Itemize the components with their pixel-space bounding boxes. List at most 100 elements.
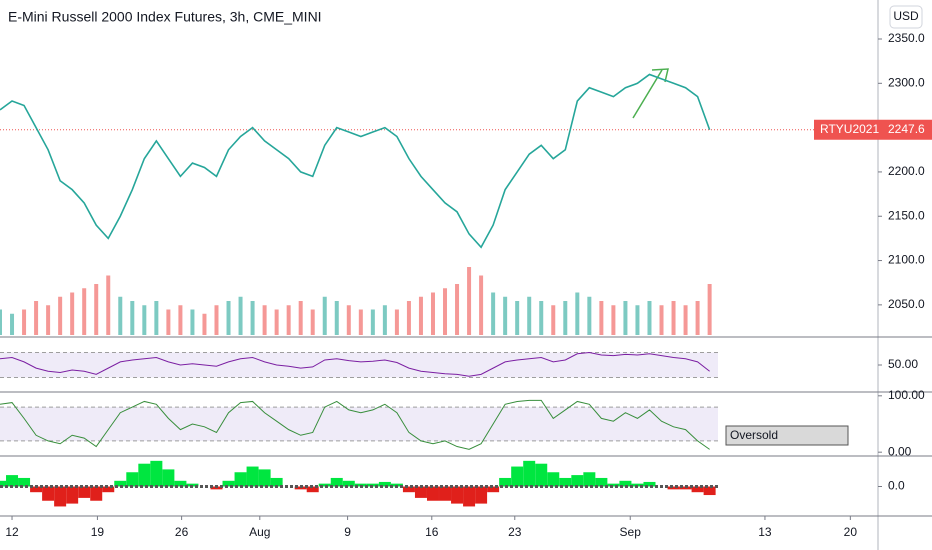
volume-bar [94, 284, 99, 335]
momentum-bar [439, 486, 452, 501]
symbol-label: RTYU2021 [820, 122, 879, 136]
volume-bar [683, 305, 688, 335]
x-tick-label: 9 [344, 525, 351, 539]
y-tick-label: 0.0 [888, 479, 905, 493]
y-tick-label: 50.00 [888, 357, 918, 371]
volume-bar [262, 305, 267, 335]
volume-bar [671, 301, 676, 335]
volume-bar [611, 305, 616, 335]
y-tick-label: 100.00 [888, 388, 925, 402]
momentum-bar [342, 480, 355, 487]
volume-bar [623, 301, 628, 335]
series-line [0, 399, 710, 450]
momentum-bar [619, 480, 632, 487]
y-tick-label: 2200.0 [888, 164, 925, 178]
volume-bar [334, 301, 339, 335]
momentum-bar [222, 480, 235, 487]
volume-bar [635, 305, 640, 335]
x-tick-label: 12 [5, 525, 19, 539]
momentum-bar [535, 463, 548, 487]
momentum-bar [378, 481, 391, 487]
annotation-box [725, 425, 849, 446]
momentum-bar [547, 472, 560, 487]
y-tick-label: 2350.0 [888, 31, 925, 45]
volume-bar [118, 296, 123, 335]
y-tick-label: 2150.0 [888, 208, 925, 222]
volume-bar [467, 267, 472, 335]
volume-bar [310, 309, 315, 335]
volume-bar [382, 305, 387, 335]
volume-bar [178, 305, 183, 335]
volume-bar [430, 292, 435, 335]
volume-bar [418, 296, 423, 335]
volume-bar [503, 296, 508, 335]
y-tick-label: 2100.0 [888, 253, 925, 267]
volume-bar [647, 301, 652, 335]
volume-bar [22, 309, 27, 335]
momentum-bar [0, 480, 6, 487]
momentum-bar [426, 486, 439, 501]
volume-bar [370, 309, 375, 335]
x-tick-label: 19 [91, 525, 105, 539]
volume-bar [274, 309, 279, 335]
series-line [0, 73, 711, 249]
momentum-bar [330, 477, 343, 487]
volume-bar [515, 301, 520, 335]
last-price-label: 2247.6 [888, 122, 925, 136]
momentum-bar [499, 477, 512, 487]
momentum-bar [18, 477, 31, 487]
momentum-bar [583, 472, 596, 487]
momentum-bar [667, 486, 680, 490]
momentum-bar [258, 469, 271, 487]
volume-bar [34, 301, 39, 335]
volume-bar [707, 284, 712, 335]
y-tick-label: 2050.0 [888, 297, 925, 311]
momentum-bar [571, 475, 584, 487]
momentum-bar [559, 477, 572, 487]
momentum-bar [402, 486, 415, 493]
momentum-bar [54, 486, 67, 507]
momentum-bar [6, 475, 19, 487]
volume-bar [82, 288, 87, 335]
volume-bar [214, 305, 219, 335]
volume-bar [106, 275, 111, 335]
momentum-bar [42, 486, 55, 501]
volume-bar [527, 296, 532, 335]
momentum-bar [126, 472, 139, 487]
momentum-bar [318, 483, 331, 487]
volume-bar [479, 275, 484, 335]
volume-bar [599, 301, 604, 335]
momentum-bar [234, 472, 247, 487]
momentum-bar [414, 486, 427, 498]
volume-bar [250, 301, 255, 335]
momentum-bar [595, 477, 608, 487]
volume-bar [587, 296, 592, 335]
volume-bar [322, 296, 327, 335]
currency-box[interactable] [889, 5, 923, 29]
x-tick-label: 13 [758, 525, 772, 539]
volume-bar [238, 296, 243, 335]
momentum-bar [114, 480, 127, 487]
volume-bar [575, 292, 580, 335]
volume-bar [142, 305, 147, 335]
volume-bar [58, 296, 63, 335]
series-line [0, 351, 710, 377]
volume-bar [695, 301, 700, 335]
y-tick-label: 2300.0 [888, 75, 925, 89]
momentum-bar [691, 486, 704, 493]
chart-title: E-Mini Russell 2000 Index Futures, 3h, C… [8, 9, 322, 25]
momentum-bar [246, 466, 259, 487]
momentum-bar [174, 480, 187, 487]
momentum-bar [487, 486, 500, 493]
volume-bar [166, 309, 171, 335]
momentum-bar [475, 486, 488, 504]
band [0, 352, 718, 378]
momentum-bar [463, 486, 476, 507]
volume-bar [346, 305, 351, 335]
x-tick-label: Aug [249, 525, 270, 539]
momentum-bar [30, 486, 43, 493]
volume-bar [46, 305, 51, 335]
volume-bar [358, 309, 363, 335]
momentum-bar [511, 466, 524, 487]
